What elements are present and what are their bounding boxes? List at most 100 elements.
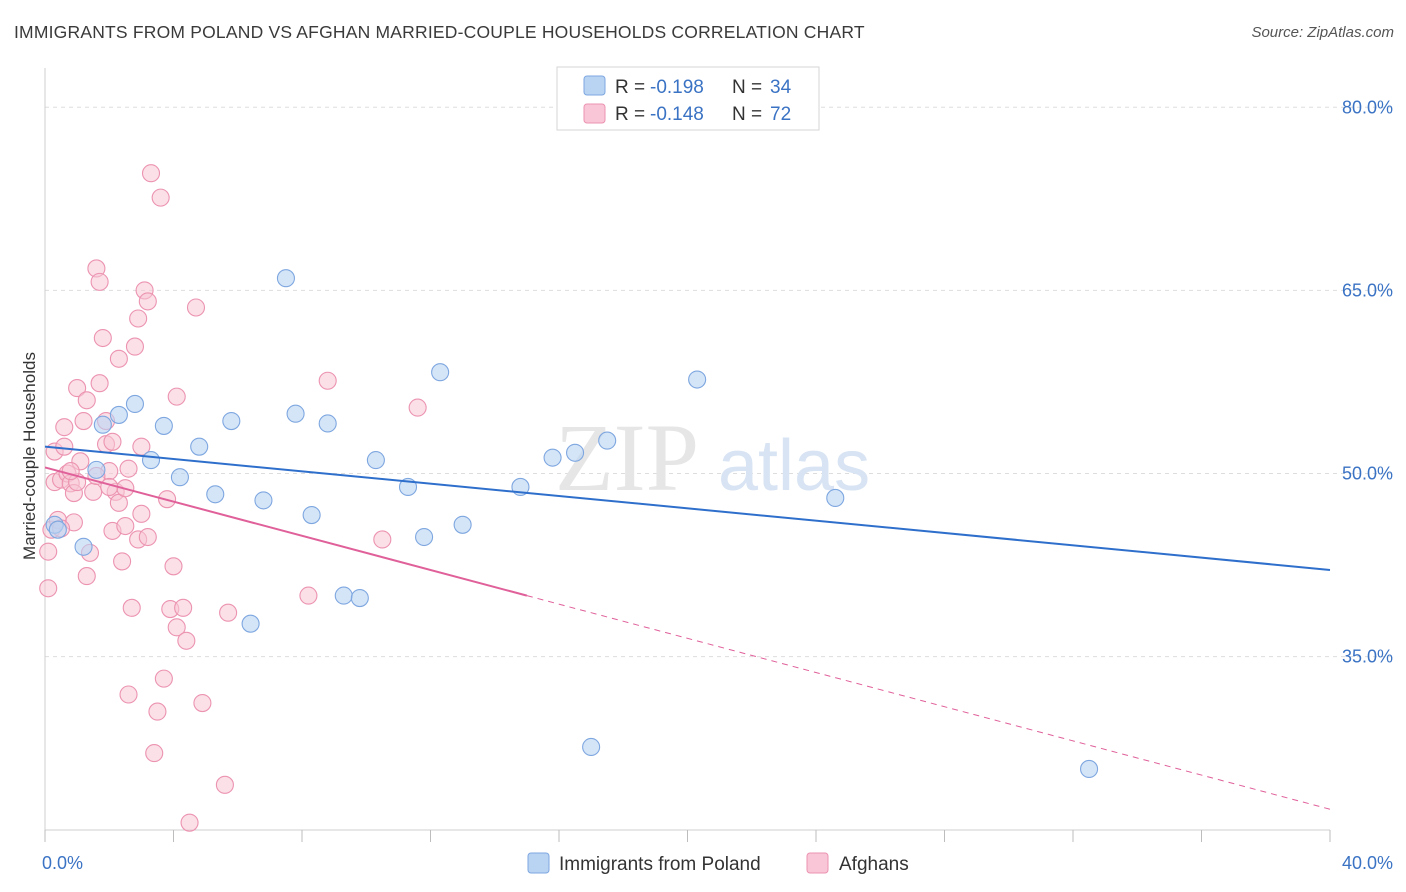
afghans-point [77, 391, 96, 410]
afghans-point [193, 693, 212, 713]
poland-point [453, 515, 472, 534]
poland-point [566, 443, 585, 462]
poland-point [366, 451, 385, 470]
afghans-point [138, 292, 157, 311]
poland-point [141, 451, 161, 470]
afghans-point [186, 298, 206, 317]
tick-labels: 80.0% 65.0% 50.0% 35.0% 0.0% 40.0% [42, 97, 1393, 873]
watermark-atlas: atlas [718, 426, 870, 506]
afghans-point [39, 579, 58, 598]
afghans-point [74, 411, 93, 431]
afghans-point [154, 669, 173, 688]
afghans-point [148, 702, 167, 721]
y-tick-label-1: 65.0% [1342, 280, 1393, 300]
afghans-point [55, 437, 74, 456]
afghans-point [145, 744, 164, 763]
afghans-point [68, 379, 87, 398]
poland-point [206, 485, 225, 504]
poland-point [190, 437, 209, 456]
poland-point [154, 416, 173, 435]
afghans-point [122, 598, 141, 617]
poland-points [45, 269, 1099, 779]
poland-point [222, 411, 241, 431]
afghans-trend-extension [526, 595, 1331, 810]
afghans-point [167, 618, 186, 637]
bottom-legend-label-afghans: Afghans [839, 854, 909, 875]
afghans-point [55, 418, 74, 437]
poland-point [254, 491, 273, 510]
chart-source: Source: ZipAtlas.com [1251, 24, 1394, 41]
poland-point [350, 589, 369, 608]
poland-point [334, 586, 353, 605]
poland-point [318, 414, 337, 433]
afghans-point [119, 459, 138, 478]
afghans-point [318, 371, 337, 390]
y-axis-title: Married-couple Households [20, 352, 39, 560]
afghans-point [174, 598, 193, 617]
series-legend: Immigrants from Poland Afghans [527, 852, 909, 875]
legend-swatch-afghans [583, 103, 606, 124]
afghans-point [113, 552, 132, 571]
bottom-legend-swatch-afghans [806, 852, 829, 874]
poland-point [431, 363, 450, 382]
afghans-point [167, 387, 186, 406]
x-tick-label-1: 40.0% [1342, 853, 1393, 873]
afghans-point [39, 542, 58, 561]
y-tick-label-0: 80.0% [1342, 97, 1393, 117]
poland-point [582, 737, 601, 757]
afghans-point [138, 527, 157, 547]
afghans-point [141, 164, 161, 183]
watermark: ZIP atlas [555, 404, 870, 511]
poland-trend-line [44, 445, 1331, 571]
poland-point [48, 520, 67, 539]
poland-point [1080, 759, 1099, 779]
legend-n-value-afghans: 72 [770, 104, 791, 125]
afghans-point [119, 685, 138, 704]
poland-point [125, 394, 144, 413]
chart-title: IMMIGRANTS FROM POLAND VS AFGHAN MARRIED… [14, 22, 865, 42]
poland-point [109, 405, 128, 424]
x-tick-label-0: 0.0% [42, 853, 83, 873]
afghans-point [103, 432, 122, 451]
trend-lines [44, 445, 1331, 810]
poland-point [286, 404, 305, 423]
afghans-point [151, 188, 170, 207]
legend-n-label-poland: N = [732, 77, 762, 98]
afghans-point [219, 603, 238, 622]
afghans-point [129, 309, 148, 328]
afghans-point [164, 557, 183, 576]
afghans-point [90, 272, 109, 291]
legend-r-value-poland: -0.198 [650, 77, 704, 98]
poland-point [688, 370, 707, 389]
afghans-point [299, 586, 318, 605]
legend-r-label-afghans: R = [615, 104, 645, 125]
bottom-legend-label-poland: Immigrants from Poland [559, 854, 761, 875]
poland-point [302, 505, 321, 525]
stats-legend: R = -0.198 N = 34 R = -0.148 N = 72 [556, 66, 820, 131]
poland-point [826, 488, 845, 507]
afghans-point [109, 349, 128, 368]
legend-r-label-poland: R = [615, 77, 645, 98]
y-tick-label-2: 50.0% [1342, 464, 1393, 484]
afghans-point [90, 374, 109, 393]
legend-r-value-afghans: -0.148 [650, 104, 704, 125]
afghans-point [132, 504, 151, 523]
afghans-point [84, 482, 103, 501]
legend-swatch-poland [583, 75, 606, 96]
poland-point [415, 527, 434, 547]
poland-point [598, 431, 617, 450]
afghans-point [116, 516, 135, 536]
afghans-point [61, 462, 80, 481]
afghans-point [215, 775, 234, 794]
poland-point [543, 448, 562, 467]
afghans-points [39, 164, 427, 832]
afghans-point [180, 813, 199, 832]
axes [44, 68, 1331, 842]
poland-point [241, 614, 260, 633]
poland-point [93, 415, 112, 434]
poland-point [276, 269, 295, 288]
poland-point [87, 460, 106, 479]
legend-n-label-afghans: N = [732, 104, 762, 125]
afghans-point [125, 337, 144, 356]
